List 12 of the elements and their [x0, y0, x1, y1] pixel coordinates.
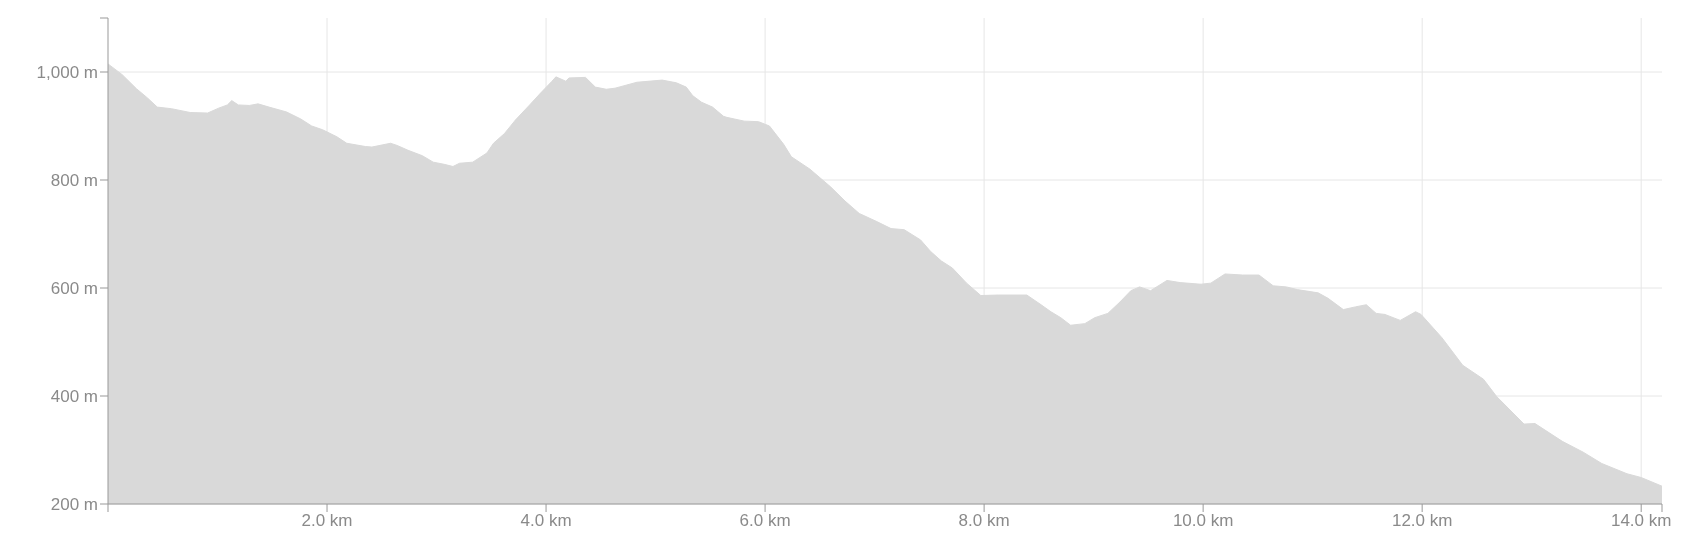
x-tick-label: 14.0 km — [1610, 511, 1672, 531]
x-tick-label: 4.0 km — [520, 511, 572, 531]
y-tick-label: 200 m — [50, 495, 98, 515]
x-tick-label: 10.0 km — [1172, 511, 1234, 531]
x-tick-label: 6.0 km — [739, 511, 791, 531]
x-tick-label: 2.0 km — [301, 511, 353, 531]
y-tick-label: 1,000 m — [36, 63, 98, 83]
y-tick-label: 800 m — [50, 171, 98, 191]
x-tick-label: 8.0 km — [958, 511, 1010, 531]
y-tick-label: 400 m — [50, 387, 98, 407]
y-tick-label: 600 m — [50, 279, 98, 299]
x-tick-label: 12.0 km — [1391, 511, 1453, 531]
